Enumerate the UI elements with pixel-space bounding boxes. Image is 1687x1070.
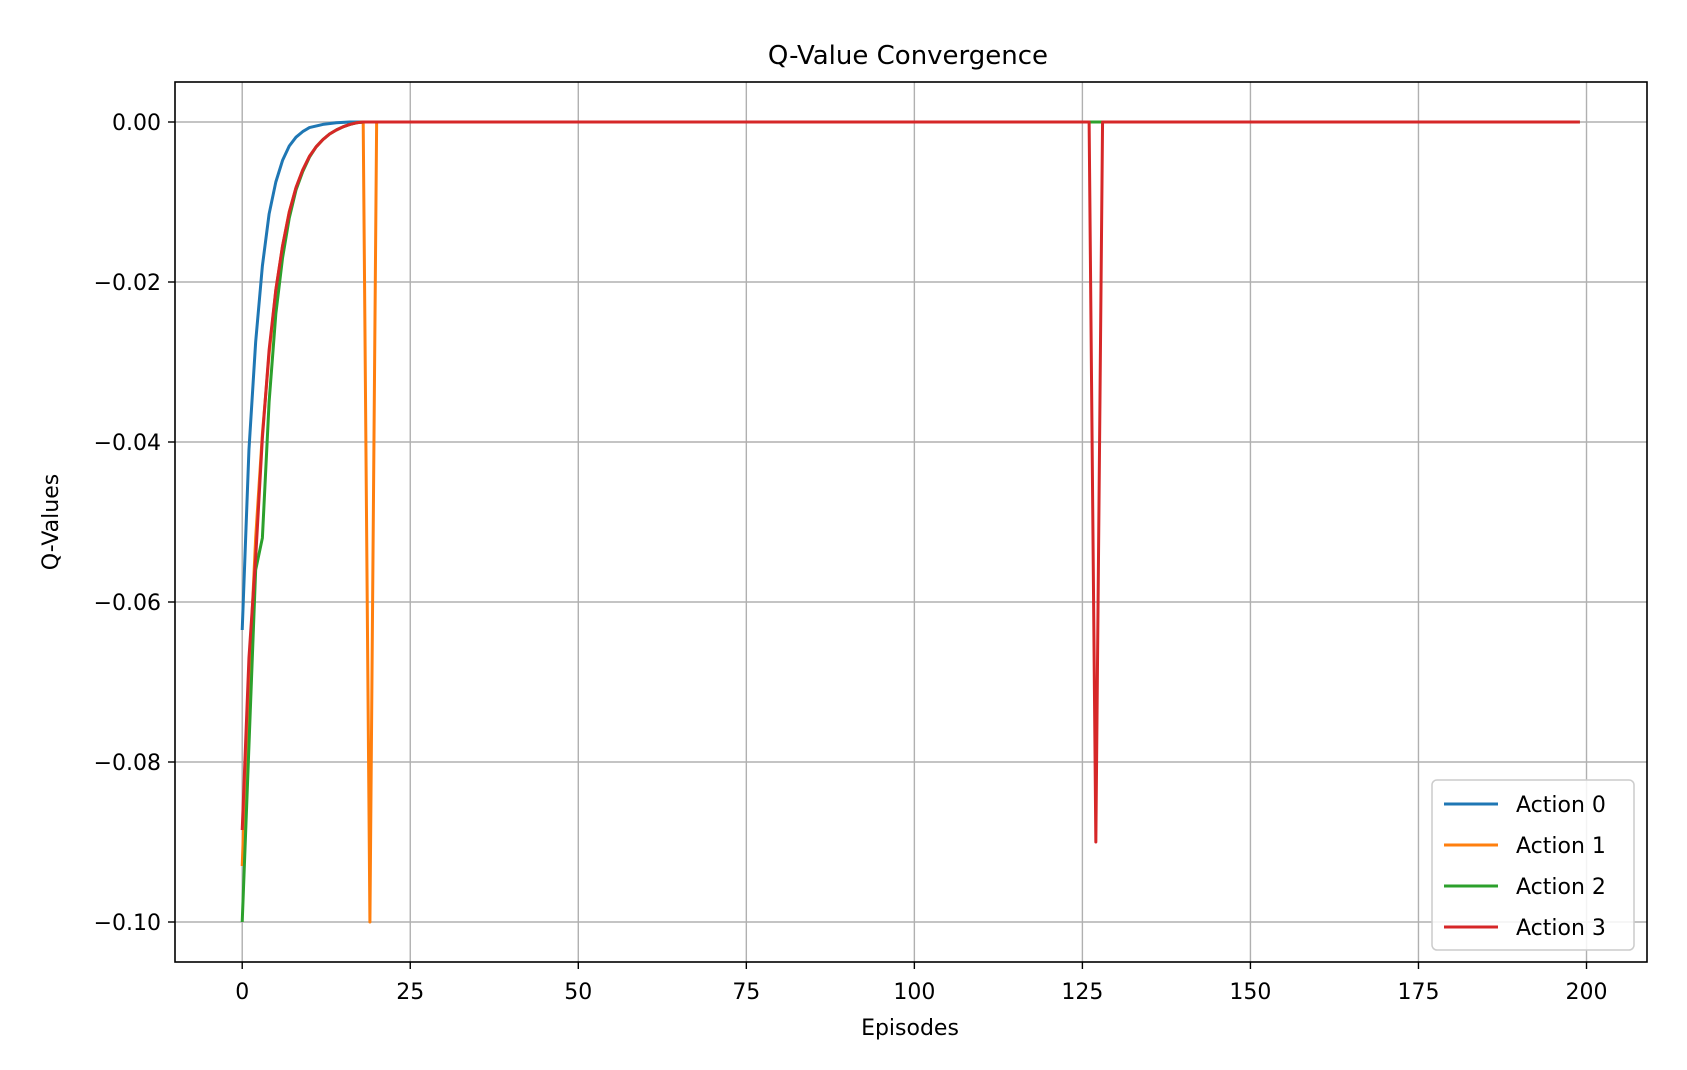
series-line-action-3 (240, 120, 1580, 844)
y-tick-label: −0.02 (94, 271, 161, 296)
x-axis-title: Episodes (861, 1016, 959, 1041)
x-tick-label: 175 (1397, 980, 1439, 1005)
plot-area-frame (174, 81, 1648, 963)
x-tick-label: 0 (235, 980, 249, 1005)
y-tick-label: −0.10 (94, 911, 161, 936)
y-tick-label: −0.04 (94, 431, 161, 456)
x-tick-label: 25 (396, 980, 424, 1005)
legend-label: Action 1 (1516, 834, 1606, 859)
x-tick-label: 50 (564, 980, 592, 1005)
x-tick-label: 75 (732, 980, 760, 1005)
y-axis-title: Q-Values (39, 474, 64, 570)
legend-box (1431, 779, 1635, 951)
x-tick-label: 100 (893, 980, 935, 1005)
y-axis-ticks: 0.00 −0.02 −0.04 −0.06 −0.08 −0.10 (94, 111, 175, 936)
legend-label: Action 0 (1516, 793, 1606, 818)
y-tick-label: 0.00 (112, 111, 161, 136)
legend-label: Action 2 (1516, 875, 1606, 900)
x-tick-label: 200 (1566, 980, 1608, 1005)
x-tick-label: 125 (1061, 980, 1103, 1005)
y-tick-label: −0.06 (94, 591, 161, 616)
series-lines (240, 120, 1580, 924)
x-axis-ticks: 0 25 50 75 100 125 150 175 200 (235, 962, 1608, 1005)
y-tick-label: −0.08 (94, 751, 161, 776)
chart-title: Q-Value Convergence (768, 41, 1048, 71)
legend-label: Action 3 (1516, 916, 1606, 941)
x-tick-label: 150 (1229, 980, 1271, 1005)
legend: Action 0 Action 1 Action 2 Action 3 (1431, 779, 1635, 951)
